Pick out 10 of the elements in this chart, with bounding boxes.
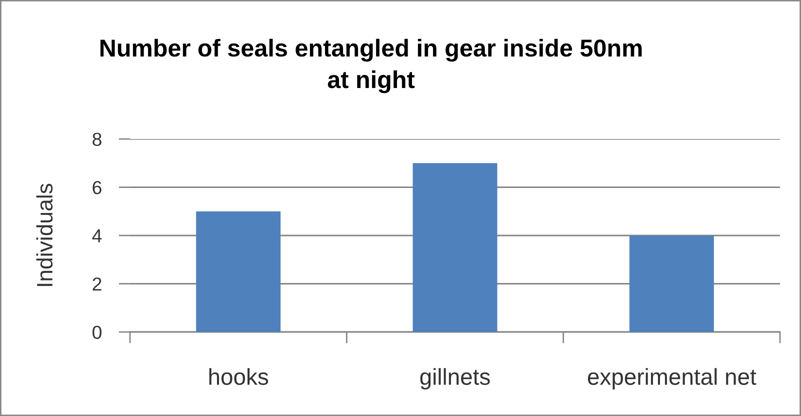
x-tick-label: hooks (209, 368, 268, 385)
x-tick-label: experimental net (588, 368, 756, 390)
y-axis-title: Individuals (36, 184, 53, 286)
y-tick-label: 0 (92, 326, 102, 339)
y-tick-label: 2 (92, 277, 102, 291)
y-tick-label: 6 (92, 180, 102, 194)
chart-title: Number of seals entangled in gear inside 50nm at night (100, 38, 642, 94)
y-tick-label: 4 (92, 229, 102, 242)
y-tick-label: 8 (92, 132, 102, 146)
x-tick-label: gillnets (420, 368, 490, 390)
